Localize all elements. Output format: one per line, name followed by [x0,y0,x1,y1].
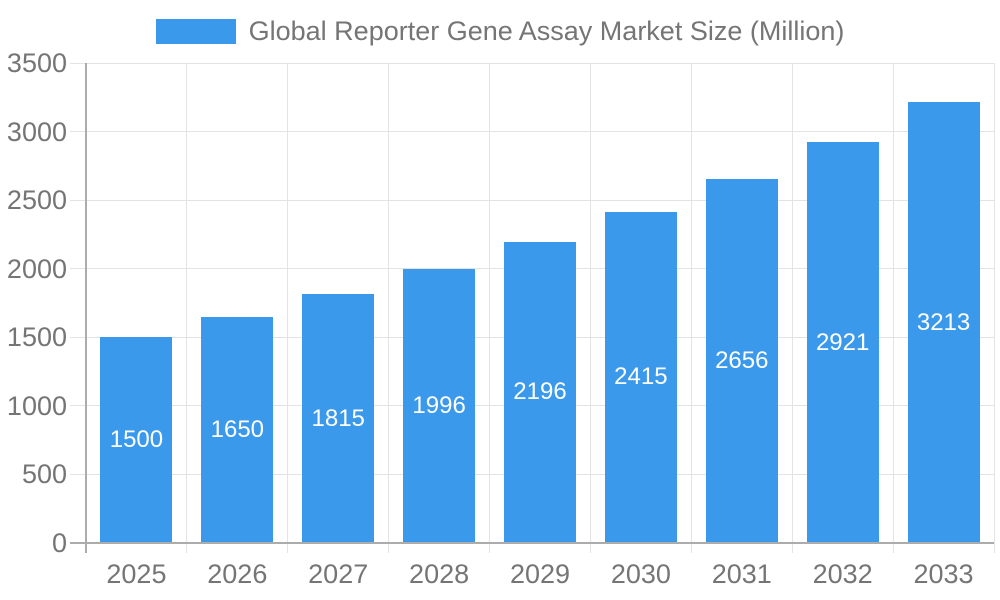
x-gridline [690,63,692,553]
y-axis-tick [70,199,86,201]
legend-label: Global Reporter Gene Assay Market Size (… [248,16,845,46]
x-axis-line [86,542,994,544]
y-axis-line [85,63,87,553]
y-axis-tick [70,405,86,407]
y-axis-tick-label: 2500 [6,185,67,216]
bar[interactable]: 1650 [201,316,274,543]
bar[interactable]: 2656 [705,178,778,543]
x-gridline [589,63,591,553]
x-gridline [993,63,995,553]
y-axis-tick [70,473,86,475]
bar-value-label: 1815 [311,404,365,432]
bar-value-label: 2196 [513,378,567,406]
x-gridline [186,63,188,553]
bar-value-label: 1500 [109,426,164,454]
y-gridline [86,131,994,133]
bar[interactable]: 1815 [302,294,375,543]
x-axis-tick-label: 2025 [106,559,167,589]
x-gridline [287,63,289,553]
y-gridline [86,62,994,64]
bar-value-label: 2656 [715,346,769,374]
y-axis-tick-label: 3000 [6,116,67,147]
x-axis-tick-label: 2027 [308,559,369,589]
x-axis-tick-label: 2028 [409,559,470,589]
bar[interactable]: 2921 [806,142,879,543]
bar-value-label: 3213 [916,308,971,336]
x-axis-tick-label: 2030 [610,559,671,589]
y-axis-tick-label: 1500 [6,322,67,353]
bar-value-label: 1650 [210,415,265,443]
x-gridline [892,63,894,553]
x-gridline [489,63,491,553]
y-gridline [86,199,994,201]
x-axis-tick-label: 2032 [812,559,873,589]
x-axis-tick-label: 2033 [913,559,974,589]
bar[interactable]: 3213 [907,102,980,543]
y-axis-tick [70,62,86,64]
x-gridline [791,63,793,553]
y-axis-tick-label: 2000 [6,253,67,284]
x-axis-tick-label: 2031 [711,559,772,589]
x-gridline [388,63,390,553]
bar[interactable]: 2196 [504,241,576,543]
y-axis-tick-label: 1000 [6,390,67,421]
legend-item[interactable]: Global Reporter Gene Assay Market Size (… [0,14,1000,48]
bar-value-label: 2921 [815,328,870,356]
bar[interactable]: 1500 [100,337,173,543]
bar[interactable]: 1996 [403,269,476,543]
x-axis-tick-label: 2026 [207,559,268,589]
bar[interactable]: 2415 [604,211,677,543]
x-axis-tick-label: 2029 [509,559,571,589]
y-axis-tick-label: 0 [51,528,67,558]
legend-swatch-icon [155,18,236,44]
y-axis-tick-label: 3500 [6,48,67,78]
y-axis-tick [70,131,86,133]
y-axis-tick [70,268,86,270]
y-axis-tick-label: 500 [21,459,67,490]
bar-value-label: 2415 [614,363,668,391]
y-axis-tick [70,542,86,544]
bar-value-label: 1996 [412,392,466,420]
y-axis-tick [70,336,86,338]
